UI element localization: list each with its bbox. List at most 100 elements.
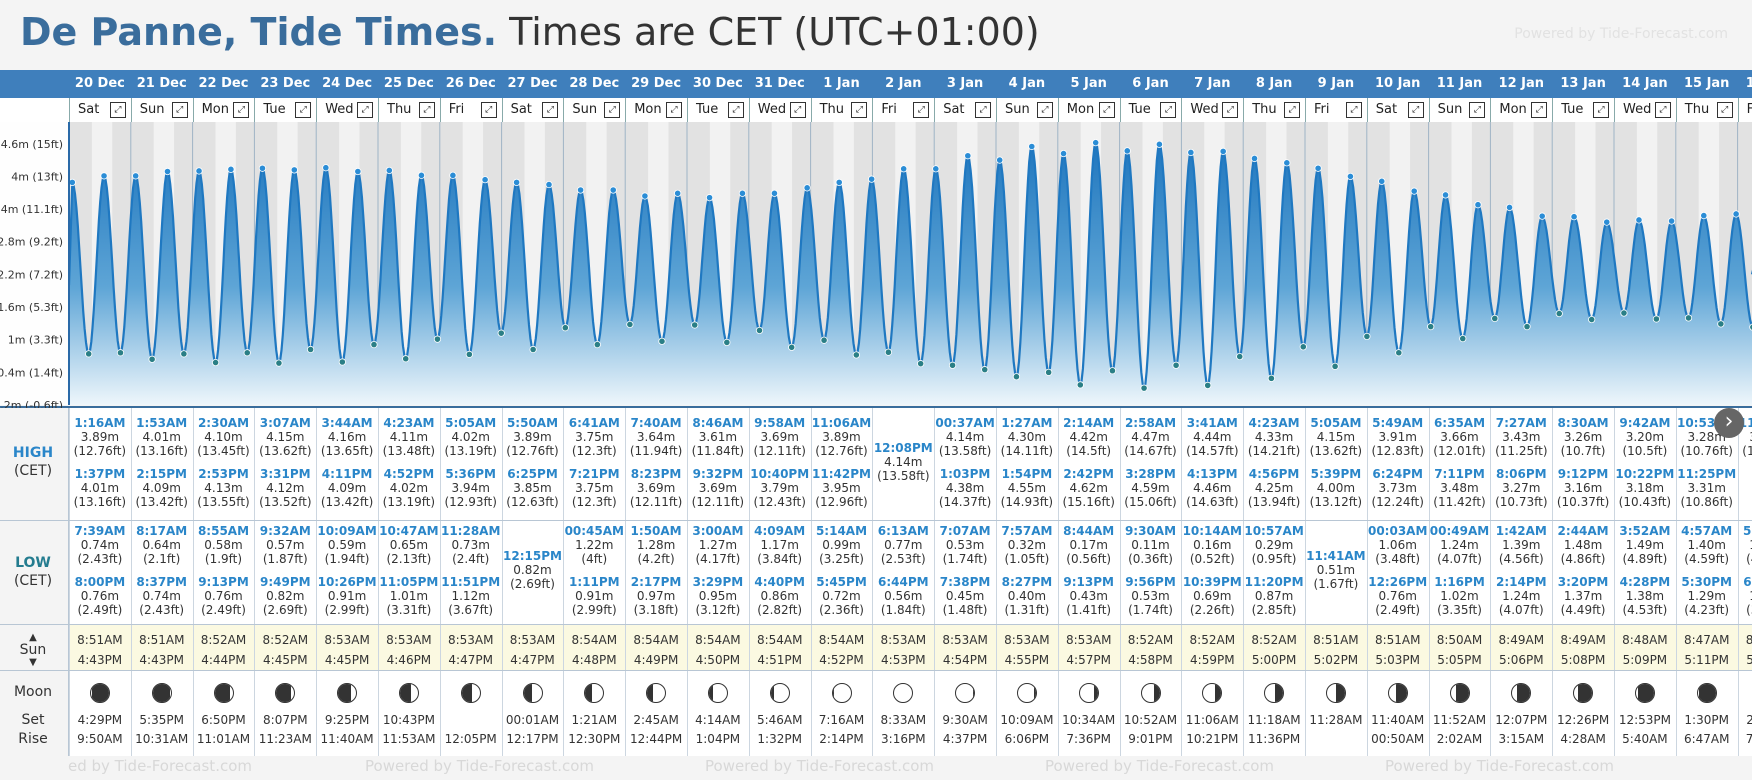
day-column-bg bbox=[254, 407, 318, 624]
high-tide-point bbox=[705, 194, 714, 202]
day-column-bg bbox=[1614, 407, 1677, 624]
high-tide-1-feet: (14.67ft) bbox=[1124, 444, 1177, 458]
expand-icon[interactable]: ⤢ bbox=[789, 102, 806, 118]
low-tide-point bbox=[1299, 343, 1307, 351]
low-tide-2-feet: (1.41ft) bbox=[1066, 603, 1112, 617]
low-tide-2-time: 8:37PM bbox=[136, 575, 187, 589]
sunrise-time: 8:51AM bbox=[77, 633, 123, 647]
chevron-right-icon: › bbox=[1724, 409, 1734, 434]
expand-icon[interactable]: ⤢ bbox=[1592, 102, 1609, 118]
high-tide-2: 4:56PM 4.25m (13.94ft) bbox=[1243, 467, 1305, 509]
low-tide-1: 7:07AM 0.53m (1.74ft) bbox=[934, 524, 996, 566]
day-column-bg bbox=[996, 407, 1059, 624]
moon-shadow bbox=[1214, 684, 1222, 702]
expand-icon[interactable]: ⤢ bbox=[171, 102, 188, 118]
expand-icon[interactable]: ⤢ bbox=[1654, 102, 1671, 118]
low-tide-1-feet: (3.84ft) bbox=[757, 552, 803, 566]
powered-by-footer: ed by Tide-Forecast.com Powered by Tide-… bbox=[0, 757, 1752, 779]
low-tide-point bbox=[338, 358, 346, 366]
next-days-button[interactable]: › bbox=[1714, 408, 1744, 438]
high-tide-1: 8:30AM 3.26m (10.7ft) bbox=[1552, 416, 1614, 458]
low-tide-1-meters: 1.40m bbox=[1687, 538, 1726, 552]
high-tide-2-meters: 4.62m bbox=[1069, 481, 1108, 495]
low-tide-1-time: 7:07AM bbox=[939, 524, 991, 538]
high-tide-point bbox=[513, 178, 521, 187]
low-tide-1: 9:32AM 0.57m (1.87ft) bbox=[254, 524, 316, 566]
expand-icon[interactable]: ⤢ bbox=[480, 102, 497, 118]
expand-icon[interactable]: ⤢ bbox=[974, 102, 991, 118]
low-tide-2-meters: 1.29m bbox=[1687, 589, 1726, 603]
high-tide-point bbox=[290, 166, 298, 174]
high-tide-2-feet: (13.19ft) bbox=[382, 495, 436, 509]
expand-icon[interactable]: ⤢ bbox=[109, 102, 126, 118]
high-tide-point bbox=[1059, 149, 1068, 158]
expand-icon[interactable]: ⤢ bbox=[1345, 102, 1362, 118]
expand-icon[interactable]: ⤢ bbox=[1531, 102, 1548, 118]
low-tide-point bbox=[820, 336, 828, 344]
expand-icon[interactable]: ⤢ bbox=[418, 102, 435, 118]
sun-cell-bg bbox=[1490, 624, 1554, 670]
low-tide-2-meters: 0.45m bbox=[945, 589, 985, 603]
low-tide-1-feet: (3.25ft) bbox=[819, 552, 864, 566]
moon-phase-icon bbox=[893, 683, 914, 703]
expand-icon[interactable]: ⤢ bbox=[542, 102, 559, 118]
expand-icon[interactable]: ⤢ bbox=[1222, 102, 1239, 118]
sun-cell-bg bbox=[934, 624, 997, 670]
low-tide-1-time: 3:00AM bbox=[692, 524, 744, 538]
high-tide-1-meters: 3.64m bbox=[636, 430, 676, 444]
expand-icon[interactable]: ⤢ bbox=[1160, 102, 1177, 118]
weekday-label: Wed bbox=[1623, 102, 1652, 117]
low-tide-1: 10:14AM 0.16m (0.52ft) bbox=[1181, 524, 1243, 566]
high-tide-1: 3:41AM 4.44m (14.57ft) bbox=[1181, 416, 1243, 458]
expand-icon[interactable]: ⤢ bbox=[851, 102, 868, 118]
high-tide-point bbox=[1187, 148, 1195, 157]
sun-cell-bg bbox=[996, 624, 1059, 670]
high-tide-1: 5:49AM 3.91m (12.83ft) bbox=[1367, 416, 1429, 458]
high-tide-1-time: 8:46AM bbox=[692, 416, 744, 430]
high-tide-2-meters: 3.16m bbox=[1563, 481, 1603, 495]
low-tide-point bbox=[1204, 381, 1212, 390]
weekday-cell: Thu ⤢ bbox=[810, 98, 874, 122]
moonset-time: 7:16AM bbox=[818, 713, 865, 727]
low-tide-1-feet: (4.59ft) bbox=[1684, 552, 1730, 566]
expand-icon[interactable]: ⤢ bbox=[727, 102, 744, 118]
expand-icon[interactable]: ⤢ bbox=[295, 102, 312, 118]
expand-icon[interactable]: ⤢ bbox=[356, 102, 373, 118]
expand-icon[interactable]: ⤢ bbox=[1036, 102, 1053, 118]
expand-icon[interactable]: ⤢ bbox=[665, 102, 682, 118]
low-tide-2-meters: 1.38m bbox=[1625, 589, 1665, 603]
moon-shadow bbox=[1154, 684, 1160, 702]
high-tide-point bbox=[1219, 147, 1227, 155]
high-tide-1: 5:05AM 4.15m (13.62ft) bbox=[1305, 416, 1367, 458]
high-tide-point bbox=[674, 189, 682, 197]
high-tide-1-feet: (13.48ft) bbox=[382, 444, 436, 458]
low-tide-2-meters: 1.24m bbox=[1502, 589, 1541, 603]
expand-icon[interactable]: ⤢ bbox=[1716, 102, 1733, 118]
high-tide-1-time: 8:30AM bbox=[1557, 416, 1609, 430]
sun-cell-bg bbox=[1366, 624, 1430, 670]
expand-icon[interactable]: ⤢ bbox=[233, 102, 250, 118]
expand-icon[interactable]: ⤢ bbox=[1407, 102, 1424, 118]
moon-shadow bbox=[1275, 684, 1284, 702]
low-tide-1-feet: (2.53ft) bbox=[880, 552, 926, 566]
low-tide-1: 5:55AM1.23m(4.04ft) bbox=[1738, 524, 1752, 566]
y-axis-background bbox=[0, 122, 69, 405]
sunset-time: 4:50PM bbox=[695, 653, 741, 667]
low-tide-1-feet: (0.52ft) bbox=[1189, 552, 1235, 566]
high-tide-point bbox=[1092, 139, 1100, 147]
day-column-bg bbox=[1552, 407, 1615, 624]
low-tide-point bbox=[1491, 314, 1499, 323]
low-tide-1-meters: 1.24m bbox=[1440, 538, 1479, 552]
moonrise-time: 12:44PM bbox=[630, 732, 683, 746]
expand-icon[interactable]: ⤢ bbox=[1283, 102, 1300, 118]
expand-icon[interactable]: ⤢ bbox=[913, 102, 930, 118]
moonset-time: 2:45AM bbox=[633, 713, 679, 727]
high-tide-2-feet: (10.37ft) bbox=[1556, 495, 1610, 509]
low-tide-1-meters: 1.28m bbox=[636, 538, 676, 552]
high-tide-2-time: 5:36PM bbox=[445, 467, 496, 481]
sun-cell-bg bbox=[1119, 624, 1183, 670]
low-tide-point bbox=[1108, 367, 1117, 375]
expand-icon[interactable]: ⤢ bbox=[1098, 102, 1115, 118]
expand-icon[interactable]: ⤢ bbox=[604, 102, 621, 118]
expand-icon[interactable]: ⤢ bbox=[1469, 102, 1486, 118]
